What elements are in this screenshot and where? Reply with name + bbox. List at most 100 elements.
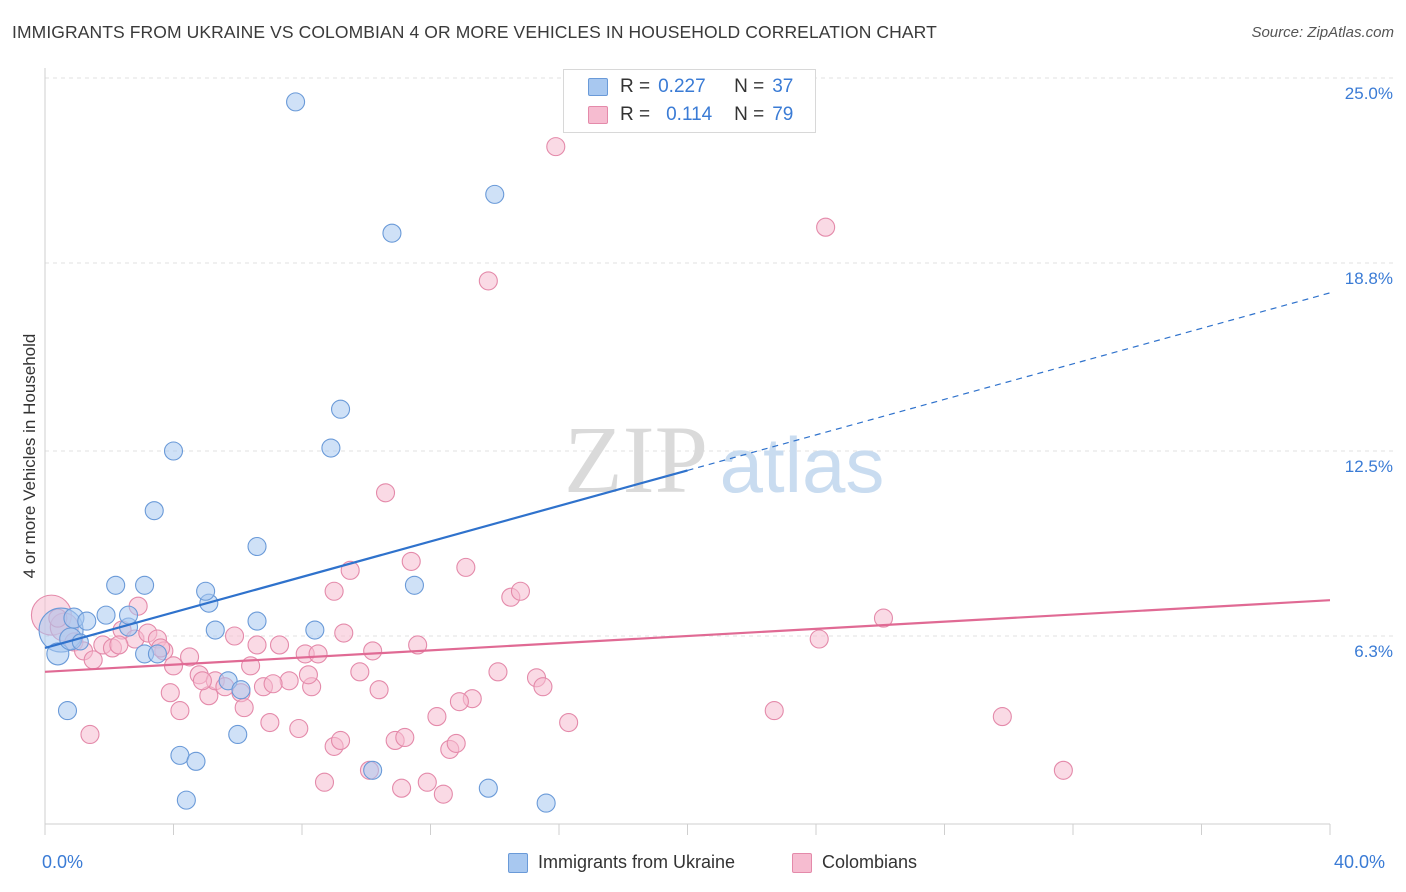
ukraine-point: [404, 575, 424, 595]
watermark-atlas: atlas: [720, 421, 885, 509]
ukraine-point: [186, 751, 206, 771]
colombians-point: [80, 724, 100, 745]
n-value: 79: [772, 104, 794, 125]
y-tick-labels: 6.3% 12.5% 18.8% 25.0%: [1345, 84, 1393, 661]
n-label: N =: [734, 104, 765, 125]
colombians-point: [873, 608, 894, 628]
colombians-point: [260, 712, 280, 733]
axes: [44, 68, 1331, 835]
y-tick-label: 12.5%: [1345, 457, 1393, 476]
colombians-point: [449, 692, 469, 712]
colombians-point: [330, 730, 351, 750]
ukraine-swatch: [508, 852, 528, 873]
ukraine-point: [170, 745, 190, 765]
ukraine-point: [231, 680, 251, 700]
chart-title: IMMIGRANTS FROM UKRAINE VS COLOMBIAN 4 O…: [12, 22, 937, 42]
legend-item-colombians[interactable]: Colombians: [792, 852, 917, 873]
n-label: N =: [734, 76, 765, 97]
colombians-point: [314, 772, 335, 792]
r-value: 0.114: [666, 104, 713, 125]
ukraine-point: [57, 701, 78, 721]
colombians-point: [401, 551, 421, 571]
colombians-swatch: [588, 106, 608, 124]
ukraine-point: [77, 611, 97, 631]
colombians-point: [109, 635, 129, 655]
colombians-point: [369, 680, 389, 700]
colombians-point: [446, 733, 466, 753]
ukraine-point: [247, 536, 267, 557]
legend-item-ukraine[interactable]: Immigrants from Ukraine: [508, 852, 735, 873]
colombians-point: [478, 271, 498, 291]
colombians-point: [395, 727, 415, 748]
ukraine-point: [46, 642, 70, 666]
colombians-point: [456, 557, 476, 577]
ukraine-point: [96, 605, 116, 625]
ukraine-point: [106, 575, 126, 595]
colombians-point: [809, 629, 829, 649]
ukraine-point: [118, 605, 139, 625]
stats-row-ukraine: R = 0.227 N = 37: [588, 75, 793, 99]
colombians-point: [546, 137, 566, 157]
n-value: 37: [772, 76, 794, 97]
colombians-point: [298, 665, 318, 685]
ukraine-point: [147, 644, 167, 664]
colombians-trend-solid: [44, 599, 1331, 673]
colombians-point: [160, 683, 180, 703]
colombians-points: [30, 137, 1073, 804]
ukraine-point: [286, 92, 306, 112]
colombians-point: [363, 641, 383, 661]
colombians-point: [533, 677, 553, 697]
stats-legend: R = 0.227 N = 37 R = 0.114 N = 79: [563, 69, 816, 133]
colombians-point: [433, 784, 453, 804]
colombians-point: [408, 635, 428, 655]
ukraine-point: [330, 399, 351, 419]
colombians-point: [324, 581, 344, 601]
colombians-point: [308, 644, 328, 664]
colombians-point: [334, 623, 354, 643]
ukraine-point: [305, 620, 325, 640]
ukraine-point: [363, 760, 383, 780]
r-value: 0.227: [658, 76, 706, 97]
y-tick-label: 18.8%: [1345, 269, 1393, 288]
colombians-point: [375, 483, 396, 503]
ukraine-swatch: [588, 78, 608, 96]
colombians-point: [764, 701, 784, 721]
colombians-point: [263, 674, 283, 694]
x-tick-max: 40.0%: [1334, 852, 1386, 872]
series-legend: Immigrants from Ukraine Colombians: [0, 852, 1406, 876]
colombians-swatch: [792, 852, 812, 873]
r-label: R =: [620, 76, 651, 97]
x-tick-min: 0.0%: [42, 852, 84, 872]
colombians-point: [279, 671, 299, 691]
legend-label-ukraine: Immigrants from Ukraine: [538, 852, 736, 872]
colombians-point: [992, 707, 1012, 727]
ukraine-trend-dashed: [687, 292, 1331, 471]
colombians-point: [559, 712, 579, 733]
colombians-point: [816, 217, 836, 237]
colombians-point: [1053, 760, 1073, 780]
colombians-point: [170, 701, 190, 721]
ukraine-trend-solid: [44, 469, 688, 650]
colombians-point: [350, 662, 370, 682]
colombians-point: [417, 772, 437, 792]
stats-row-colombians: R = 0.114 N = 79: [588, 103, 793, 127]
source-label: Source: ZipAtlas.com: [1251, 24, 1394, 41]
colombians-point: [247, 635, 267, 655]
ukraine-point: [135, 575, 155, 595]
colombians-point: [289, 718, 309, 739]
ukraine-point: [536, 793, 556, 813]
colombians-point: [180, 647, 200, 667]
ukraine-point: [485, 184, 505, 204]
trend-lines: [44, 292, 1331, 673]
ukraine-point: [144, 501, 164, 521]
ukraine-points: [38, 92, 556, 813]
ukraine-point: [163, 441, 184, 461]
watermark-zip: ZIP: [564, 406, 708, 513]
ukraine-point: [228, 724, 248, 745]
colombians-point: [392, 778, 412, 798]
colombians-point: [427, 707, 447, 727]
y-tick-label: 6.3%: [1354, 642, 1393, 661]
ukraine-point: [196, 581, 216, 601]
legend-label-colombians: Colombians: [822, 852, 918, 872]
